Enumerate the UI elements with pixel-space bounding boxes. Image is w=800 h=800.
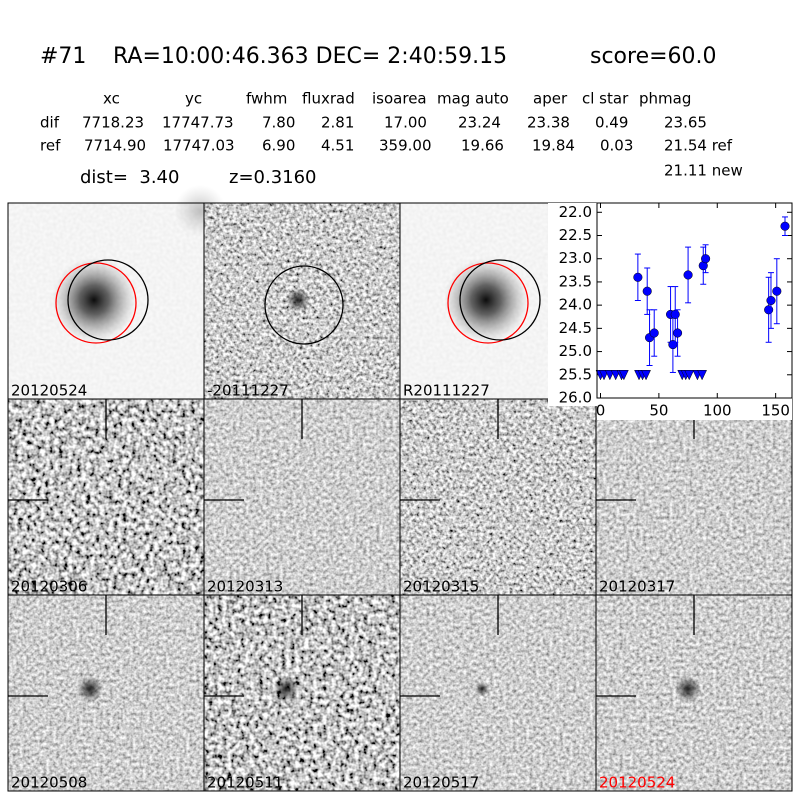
stamp-label: R20111227 bbox=[403, 382, 490, 400]
source bbox=[475, 682, 489, 696]
column-header: mag auto bbox=[437, 90, 509, 108]
stamp-grid: 20120524 -20111227 R20111227 20120306 201203… bbox=[7, 185, 793, 792]
table-cell: 17747.73 bbox=[162, 114, 234, 132]
y-tick-label: 22.0 bbox=[559, 203, 592, 221]
new-circle bbox=[459, 259, 541, 341]
detection bbox=[780, 221, 790, 231]
phmag-new: 21.11 new bbox=[664, 162, 743, 180]
source bbox=[286, 288, 310, 312]
upper-limit bbox=[618, 370, 629, 381]
detection bbox=[649, 328, 659, 338]
detection bbox=[633, 272, 643, 282]
table-cell: 2.81 bbox=[321, 114, 354, 132]
column-header: yc bbox=[185, 90, 202, 108]
table-cell: 6.90 bbox=[262, 137, 295, 155]
column-header: phmag bbox=[639, 90, 691, 108]
row-label: dif bbox=[40, 114, 60, 132]
candidate-id: #71 bbox=[40, 44, 86, 69]
source bbox=[675, 676, 701, 702]
y-tick-label: 24.5 bbox=[559, 319, 592, 337]
y-tick-label: 23.0 bbox=[559, 249, 592, 267]
row-label: ref bbox=[40, 137, 61, 155]
y-tick-label: 25.5 bbox=[559, 365, 592, 383]
distance: dist= 3.40 bbox=[80, 167, 179, 188]
detection bbox=[766, 295, 776, 306]
table-cell: 17747.03 bbox=[163, 137, 235, 155]
detection bbox=[764, 305, 774, 315]
stamp-label: -20111227 bbox=[207, 382, 289, 400]
source bbox=[77, 676, 103, 702]
table-cell: 17.00 bbox=[384, 114, 427, 132]
table-cell: 7714.90 bbox=[84, 137, 146, 155]
table-cell: 0.03 bbox=[600, 137, 633, 155]
galaxy bbox=[444, 258, 528, 342]
source bbox=[273, 676, 299, 702]
y-tick-label: 25.0 bbox=[559, 342, 592, 360]
detection bbox=[701, 254, 711, 264]
table-cell: 4.51 bbox=[321, 137, 354, 155]
table-cell: 23.65 bbox=[664, 114, 707, 132]
detection bbox=[668, 340, 678, 350]
detection bbox=[683, 270, 693, 280]
column-header: cl star bbox=[582, 90, 629, 108]
table-cell: 0.49 bbox=[595, 114, 628, 132]
stamp-label: 20120524 bbox=[11, 382, 87, 400]
x-tick-label: 100 bbox=[703, 402, 732, 420]
stamp-label: 20120524 bbox=[599, 774, 675, 792]
redshift: z=0.3160 bbox=[229, 167, 317, 188]
table-cell: 19.84 bbox=[532, 137, 575, 155]
table-cell: 23.24 bbox=[458, 114, 501, 132]
coordinates: RA=10:00:46.363 DEC= 2:40:59.15 bbox=[113, 44, 507, 69]
x-tick-label: 0 bbox=[596, 402, 606, 420]
table-cell: 19.66 bbox=[461, 137, 504, 155]
stamp-label: 20120313 bbox=[207, 578, 283, 596]
column-header: fluxrad bbox=[302, 90, 355, 108]
plot-frame bbox=[596, 202, 793, 399]
y-tick-label: 24.0 bbox=[559, 296, 592, 314]
upper-limit bbox=[684, 370, 695, 381]
ref-circle bbox=[55, 262, 137, 344]
detection bbox=[772, 286, 782, 296]
column-header: xc bbox=[103, 90, 120, 108]
column-header: fwhm bbox=[246, 90, 287, 108]
y-tick-label: 23.5 bbox=[559, 272, 592, 290]
galaxy bbox=[52, 258, 136, 342]
label-background bbox=[597, 398, 792, 420]
table-cell: 21.54 ref bbox=[664, 137, 733, 155]
stamp-label: 20120508 bbox=[11, 774, 87, 792]
new-circle bbox=[264, 265, 344, 345]
table-cell: 7718.23 bbox=[82, 114, 144, 132]
detection bbox=[670, 309, 680, 319]
stamp-label: 20120306 bbox=[11, 578, 87, 596]
detection bbox=[642, 286, 652, 296]
stamp-label: 20120511 bbox=[207, 774, 283, 792]
detection bbox=[673, 328, 683, 338]
stamp-frame bbox=[595, 594, 793, 792]
stamp-label: 20120317 bbox=[599, 578, 675, 596]
ref-circle bbox=[447, 262, 529, 344]
upper-limit bbox=[641, 370, 651, 381]
light-curve: 22.0 22.5 23.0 23.5 24.0 24.5 25.0 25.5 26.00 50 1… bbox=[548, 202, 793, 420]
x-tick-label: 150 bbox=[761, 402, 790, 420]
table-cell: 23.38 bbox=[527, 114, 570, 132]
table-cell: 7.80 bbox=[262, 114, 295, 132]
column-header: aper bbox=[533, 90, 568, 108]
label-background bbox=[548, 203, 597, 406]
table-cell: 359.00 bbox=[379, 137, 432, 155]
column-header: isoarea bbox=[372, 90, 427, 108]
x-tick-label: 50 bbox=[649, 402, 668, 420]
stamp-label: 20120315 bbox=[403, 578, 479, 596]
y-tick-label: 22.5 bbox=[559, 226, 592, 244]
plot-background bbox=[597, 203, 792, 398]
y-tick-label: 26.0 bbox=[559, 389, 592, 407]
new-circle bbox=[67, 259, 149, 341]
stamp-label: 20120517 bbox=[403, 774, 479, 792]
upper-limit bbox=[697, 370, 707, 381]
score: score=60.0 bbox=[590, 44, 717, 69]
